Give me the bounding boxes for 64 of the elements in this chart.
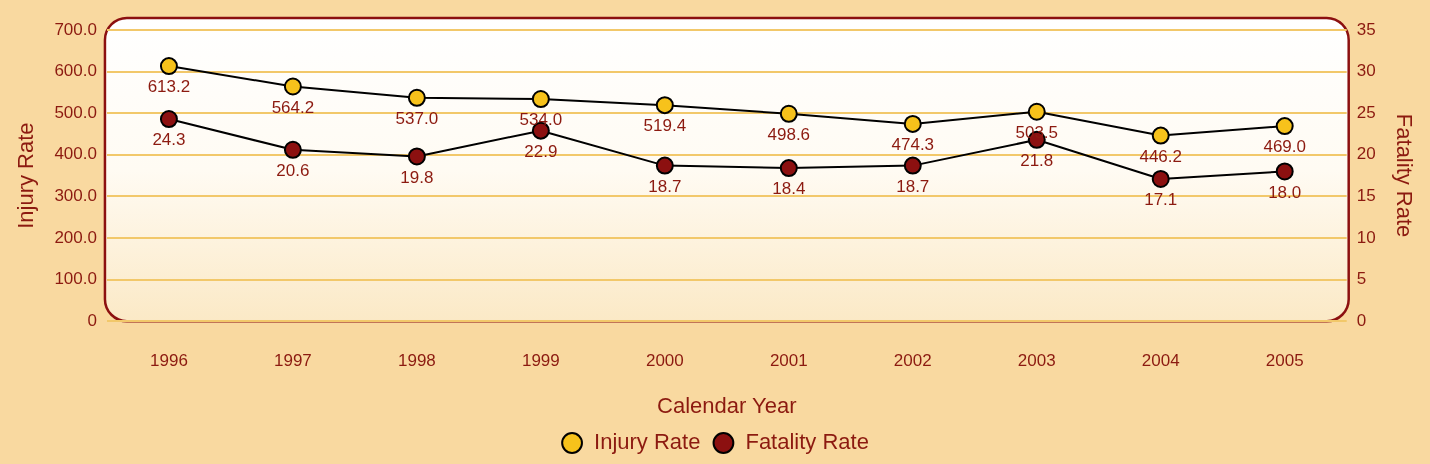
y2-tick-label: 30	[1356, 61, 1376, 81]
data-label: 469.0	[1263, 137, 1306, 157]
y2-tick-label: 20	[1356, 144, 1376, 164]
point	[779, 159, 798, 178]
legend-label: Injury Rate	[594, 429, 701, 455]
data-label: 18.7	[648, 176, 682, 196]
x-tick-label: 2003	[1017, 351, 1056, 371]
point	[1275, 117, 1294, 136]
x-tick-label: 1996	[150, 351, 188, 371]
legend-label: Fatality Rate	[745, 429, 869, 455]
x-tick-label: 2005	[1265, 351, 1304, 371]
x-tick-label: 2002	[893, 351, 932, 371]
data-label: 519.4	[643, 116, 687, 136]
y2-tick-label: 10	[1356, 227, 1376, 247]
y-tick-label: 700.0	[54, 19, 97, 39]
data-label: 613.2	[147, 77, 191, 97]
data-label: 474.3	[891, 135, 935, 155]
y-tick-label: 300.0	[54, 186, 97, 206]
point	[283, 77, 302, 96]
point	[1151, 169, 1170, 188]
data-label: 498.6	[767, 124, 811, 144]
point	[655, 96, 674, 115]
x-tick-label: 1998	[397, 351, 436, 371]
data-label: 18.4	[772, 179, 806, 199]
data-label: 21.8	[1020, 151, 1054, 171]
x-tick-label: 1997	[273, 351, 312, 371]
y2-tick-label: 5	[1356, 269, 1367, 289]
point	[1151, 126, 1170, 145]
x-tick-label: 2000	[645, 351, 684, 371]
data-label: 20.6	[276, 161, 310, 180]
y2-tick-label: 35	[1356, 19, 1376, 39]
point	[407, 88, 426, 107]
y-axis-title: Injury Rate	[13, 122, 39, 229]
point	[655, 156, 674, 175]
y2-tick-label: 0	[1356, 310, 1367, 330]
point	[283, 140, 302, 159]
y2-tick-label: 25	[1356, 102, 1376, 122]
y2-axis-title: Fatality Rate	[1391, 113, 1417, 238]
data-label: 534.0	[519, 110, 563, 130]
point	[159, 57, 178, 76]
x-tick-label: 1999	[521, 351, 560, 371]
point	[903, 156, 922, 175]
data-label: 18.7	[896, 176, 930, 196]
y2-tick-label: 15	[1356, 186, 1376, 206]
data-label: 537.0	[395, 109, 439, 128]
point	[531, 90, 550, 109]
data-label: 564.2	[271, 97, 315, 117]
point	[1275, 162, 1294, 181]
y-tick-label: 400.0	[54, 144, 97, 164]
y-tick-label: 200.0	[54, 227, 97, 247]
y-tick-label: 100.0	[54, 269, 97, 289]
y-tick-label: 0	[87, 310, 97, 330]
x-tick-label: 2004	[1141, 351, 1180, 371]
point	[407, 147, 426, 166]
data-label: 24.3	[152, 130, 186, 150]
y-tick-label: 500.0	[54, 102, 97, 122]
x-axis-title: Calendar Year	[657, 392, 797, 418]
x-tick-label: 2001	[769, 351, 808, 371]
point	[159, 110, 178, 129]
y-tick-label: 600.0	[54, 61, 97, 81]
point	[903, 114, 922, 133]
point	[779, 104, 798, 123]
data-label: 19.8	[400, 167, 434, 187]
point	[1027, 102, 1046, 121]
